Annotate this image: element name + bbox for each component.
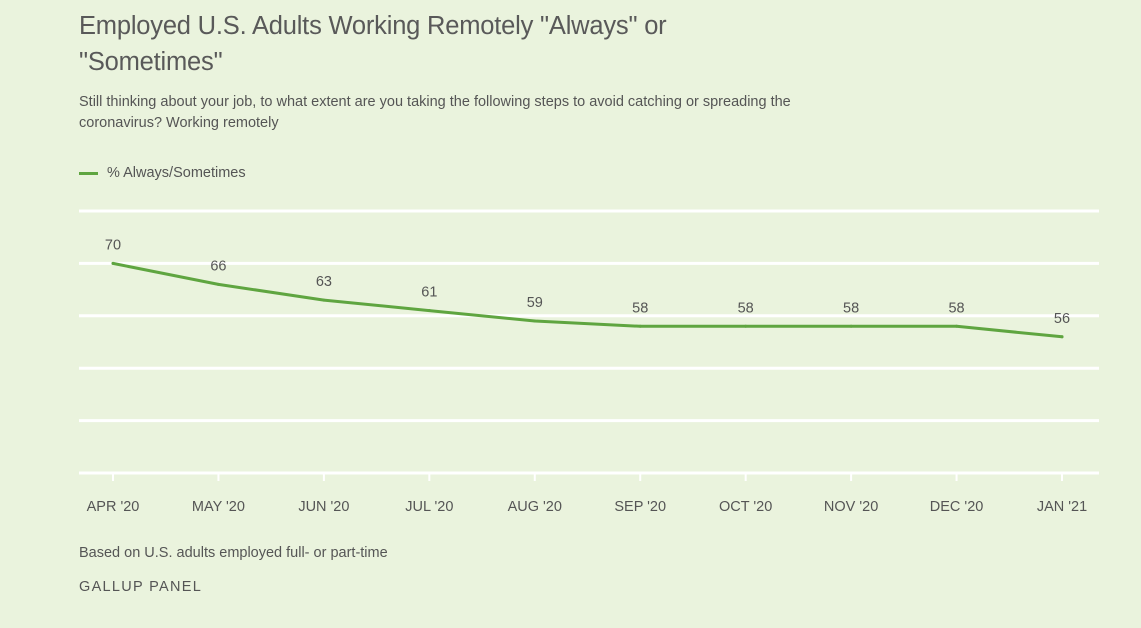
x-tick-label: SEP '20: [614, 499, 666, 515]
data-label: 56: [1054, 311, 1070, 327]
x-tick-label: APR '20: [87, 499, 140, 515]
legend-swatch: [79, 171, 98, 175]
data-point: [955, 324, 959, 328]
data-point: [744, 324, 748, 328]
x-tick-label: MAY '20: [192, 499, 245, 515]
x-tick-label: JUL '20: [405, 499, 453, 515]
data-point: [427, 309, 431, 313]
x-tick-label: AUG '20: [508, 499, 562, 515]
x-tick-label: JUN '20: [298, 499, 349, 515]
data-point: [216, 282, 220, 286]
x-tick-label: DEC '20: [930, 499, 984, 515]
data-label: 63: [316, 274, 332, 290]
series-line: [111, 261, 1064, 339]
data-label: 58: [738, 300, 754, 316]
data-point: [849, 324, 853, 328]
data-label: 70: [105, 237, 121, 253]
data-point: [322, 298, 326, 302]
data-label: 59: [527, 295, 543, 311]
x-tick-label: OCT '20: [719, 499, 772, 515]
data-label: 66: [210, 258, 226, 274]
legend-label: % Always/Sometimes: [107, 165, 246, 181]
chart-note: Based on U.S. adults employed full- or p…: [79, 545, 388, 561]
data-label: 58: [632, 300, 648, 316]
data-point: [1060, 335, 1064, 339]
data-label: 58: [843, 300, 859, 316]
chart-title: Employed U.S. Adults Working Remotely "A…: [79, 12, 667, 76]
data-point: [533, 319, 537, 323]
x-tick-label: JAN '21: [1037, 499, 1087, 515]
data-point: [638, 324, 642, 328]
x-tick-label: NOV '20: [824, 499, 878, 515]
chart-subtitle: Still thinking about your job, to what e…: [79, 94, 791, 131]
data-label: 61: [421, 285, 437, 301]
data-label: 58: [948, 300, 964, 316]
data-point: [111, 261, 115, 265]
legend: % Always/Sometimes: [79, 165, 246, 181]
chart-source: GALLUP PANEL: [79, 579, 203, 595]
